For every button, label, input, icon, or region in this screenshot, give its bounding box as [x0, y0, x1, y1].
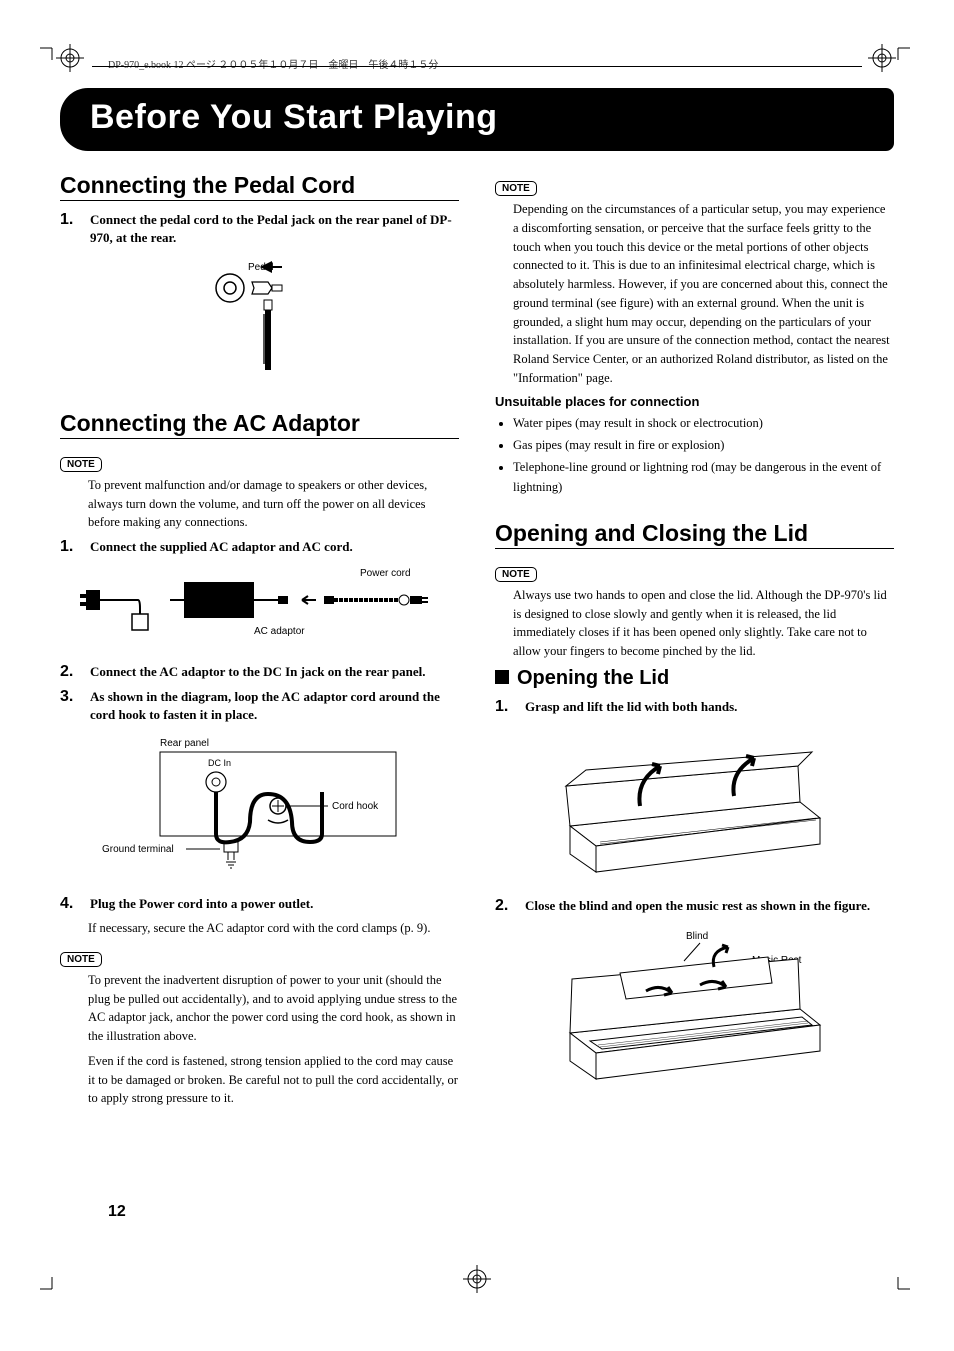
crop-mark-br — [886, 1277, 910, 1301]
note-body: Even if the cord is fastened, strong ten… — [88, 1052, 459, 1108]
step-number: 4. — [60, 895, 82, 913]
step-text: Plug the Power cord into a power outlet. — [90, 895, 313, 913]
step-text: As shown in the diagram, loop the AC ada… — [90, 688, 459, 724]
step-text: Close the blind and open the music rest … — [525, 897, 870, 915]
step-number: 1. — [495, 698, 517, 716]
section-heading-lid: Opening and Closing the Lid — [495, 521, 894, 549]
note-label: NOTE — [60, 952, 102, 967]
square-bullet-icon — [495, 670, 509, 684]
note-body: Depending on the circumstances of a part… — [513, 200, 894, 388]
registration-mark-icon — [868, 44, 896, 72]
note-body: Always use two hands to open and close t… — [513, 586, 894, 661]
section-heading-ac: Connecting the AC Adaptor — [60, 411, 459, 439]
print-header-text: DP-970_e.book 12 ページ ２００５年１０月７日 金曜日 午後４時… — [108, 56, 438, 71]
section-heading-pedal: Connecting the Pedal Cord — [60, 173, 459, 201]
step-body: If necessary, secure the AC adaptor cord… — [88, 919, 459, 938]
ac-step-1: 1. Connect the supplied AC adaptor and A… — [60, 538, 459, 556]
step-text: Connect the supplied AC adaptor and AC c… — [90, 538, 353, 556]
step-text: Connect the pedal cord to the Pedal jack… — [90, 211, 459, 247]
step-number: 1. — [60, 538, 82, 556]
ac-adaptor-figure: Power cord AC adaptor — [60, 566, 459, 647]
lid-open-figure-1 — [495, 726, 894, 881]
figure-label-rearpanel: Rear panel — [160, 738, 209, 749]
print-header-rule — [92, 66, 862, 67]
note-label: NOTE — [495, 567, 537, 582]
figure-label-blind: Blind — [686, 931, 708, 942]
pedal-jack-figure: Pedal — [60, 258, 459, 383]
sub-heading-opening-lid: Opening the Lid — [495, 667, 894, 690]
right-column: NOTE Depending on the circumstances of a… — [495, 173, 894, 1114]
cord-hook-figure: Rear panel DC In Cord hook Ground termin… — [60, 734, 459, 879]
pedal-step-1: 1. Connect the pedal cord to the Pedal j… — [60, 211, 459, 247]
figure-label-cordhook: Cord hook — [332, 801, 379, 812]
lid-step-2: 2. Close the blind and open the music re… — [495, 897, 894, 915]
figure-label-powercord: Power cord — [360, 568, 411, 579]
lid-open-figure-2: Blind Music Rest — [495, 925, 894, 1090]
page-number: 12 — [108, 1203, 126, 1221]
note-body: To prevent malfunction and/or damage to … — [88, 476, 459, 532]
sub-heading-text: Opening the Lid — [517, 667, 669, 689]
step-number: 2. — [60, 663, 82, 681]
list-item: Water pipes (may result in shock or elec… — [513, 413, 894, 433]
unsuitable-list: Water pipes (may result in shock or elec… — [513, 413, 894, 497]
ac-step-3: 3. As shown in the diagram, loop the AC … — [60, 688, 459, 724]
chapter-title-bar: Before You Start Playing — [60, 88, 894, 151]
crop-mark-bl — [40, 1277, 64, 1301]
list-item: Gas pipes (may result in fire or explosi… — [513, 435, 894, 455]
chapter-title: Before You Start Playing — [90, 98, 870, 137]
step-number: 2. — [495, 897, 517, 915]
note-body: To prevent the inadvertent disruption of… — [88, 971, 459, 1046]
registration-mark-icon — [56, 44, 84, 72]
figure-label-dcin: DC In — [208, 758, 231, 768]
step-text: Connect the AC adaptor to the DC In jack… — [90, 663, 425, 681]
registration-mark-icon — [463, 1265, 491, 1293]
figure-label-adaptor: AC adaptor — [254, 626, 305, 637]
unsuitable-heading: Unsuitable places for connection — [495, 394, 894, 409]
note-label: NOTE — [60, 457, 102, 472]
step-text: Grasp and lift the lid with both hands. — [525, 698, 737, 716]
ac-step-4: 4. Plug the Power cord into a power outl… — [60, 895, 459, 913]
figure-label-ground: Ground terminal — [102, 844, 174, 855]
step-number: 1. — [60, 211, 82, 247]
note-label: NOTE — [495, 181, 537, 196]
lid-step-1: 1. Grasp and lift the lid with both hand… — [495, 698, 894, 716]
left-column: Connecting the Pedal Cord 1. Connect the… — [60, 173, 459, 1114]
step-number: 3. — [60, 688, 82, 724]
ac-step-2: 2. Connect the AC adaptor to the DC In j… — [60, 663, 459, 681]
list-item: Telephone-line ground or lightning rod (… — [513, 457, 894, 497]
